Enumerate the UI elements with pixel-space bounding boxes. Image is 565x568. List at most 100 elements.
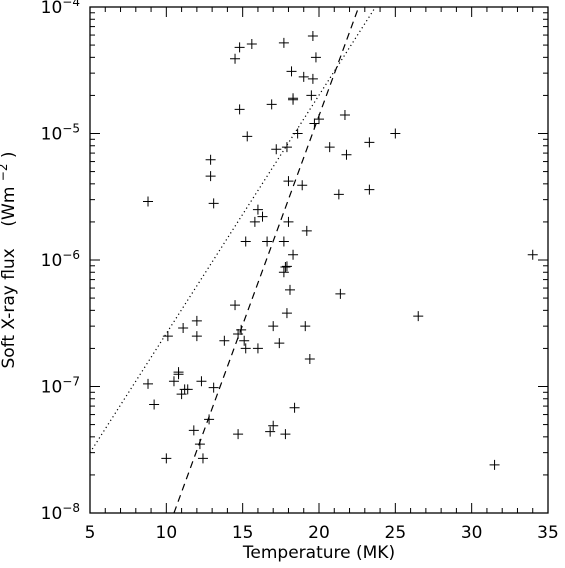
y-tick-exp: −7 <box>62 375 80 389</box>
y-tick-label: 10−5 <box>41 122 80 145</box>
data-point <box>281 261 292 272</box>
data-point <box>252 343 263 354</box>
data-point <box>324 142 335 153</box>
data-point <box>162 331 173 342</box>
y-tick-label: 10−7 <box>41 375 80 398</box>
data-point <box>271 144 282 155</box>
data-point <box>289 402 300 413</box>
data-point <box>283 176 294 187</box>
data-point <box>219 335 230 346</box>
data-point <box>309 118 320 129</box>
data-point <box>300 321 311 332</box>
data-point <box>257 211 268 222</box>
data-point <box>306 90 317 101</box>
y-axis-unit-prefix: (Wm <box>0 187 19 227</box>
data-point <box>292 128 303 139</box>
data-point <box>335 288 346 299</box>
data-point <box>307 30 318 41</box>
data-point <box>364 184 375 195</box>
data-point <box>236 324 247 335</box>
y-axis-unit-suffix: ) <box>0 151 19 158</box>
y-axis-title-text: Soft X-ray flux <box>0 248 19 368</box>
data-point <box>286 66 297 77</box>
data-point <box>278 236 289 247</box>
data-point <box>230 53 241 64</box>
data-point <box>233 429 244 440</box>
y-tick-base: 10 <box>41 125 63 145</box>
data-point <box>288 249 299 260</box>
x-axis-title: Temperature (MK) <box>242 543 395 563</box>
data-point <box>205 171 216 182</box>
data-point <box>266 99 277 110</box>
x-tick-label: 10 <box>156 523 178 543</box>
data-point <box>280 429 291 440</box>
y-tick-label: 10−6 <box>41 248 80 271</box>
data-point <box>298 71 309 82</box>
y-axis-ticks: 10−810−710−610−510−4 <box>41 0 548 524</box>
x-tick-label: 20 <box>308 523 330 543</box>
data-point <box>278 37 289 48</box>
data-point <box>208 382 219 393</box>
data-point <box>390 128 401 139</box>
data-point <box>182 384 193 395</box>
data-point <box>143 196 154 207</box>
data-point <box>297 180 308 191</box>
data-point <box>234 42 245 53</box>
data-point <box>234 104 245 115</box>
data-point <box>489 459 500 470</box>
y-tick-base: 10 <box>41 0 63 18</box>
data-point <box>341 149 352 160</box>
x-tick-label: 35 <box>537 523 559 543</box>
data-point <box>161 453 172 464</box>
y-tick-label: 10−4 <box>41 0 80 18</box>
data-point <box>194 439 205 450</box>
data-point <box>339 110 350 121</box>
y-tick-label: 10−8 <box>41 501 80 524</box>
y-tick-exp: −6 <box>62 248 80 262</box>
data-point <box>204 414 215 425</box>
data-point <box>191 315 202 326</box>
data-point <box>288 94 299 105</box>
y-tick-exp: −8 <box>62 501 80 515</box>
data-point <box>268 321 279 332</box>
data-point <box>301 225 312 236</box>
data-point <box>249 216 260 227</box>
data-point <box>281 142 292 153</box>
data-point <box>310 52 321 63</box>
x-tick-label: 30 <box>461 523 483 543</box>
data-point <box>230 300 241 311</box>
dashed-fit-line <box>173 7 360 513</box>
data-point <box>239 335 250 346</box>
data-point <box>314 114 324 125</box>
dotted-fit-line <box>90 7 376 453</box>
y-tick-base: 10 <box>41 251 63 271</box>
x-axis-ticks: 5 10 15 20 25 30 35 <box>85 7 559 543</box>
data-points <box>143 30 538 470</box>
data-point <box>188 425 199 436</box>
data-point <box>178 323 189 334</box>
y-axis-unit-exp: −2 <box>0 164 10 182</box>
data-point <box>268 420 279 431</box>
x-tick-label: 25 <box>385 523 407 543</box>
data-point <box>265 426 276 437</box>
y-tick-exp: −4 <box>62 0 80 9</box>
y-tick-exp: −5 <box>62 122 80 136</box>
data-point <box>240 236 251 247</box>
y-axis-title: Soft X-ray flux (Wm −2 ) <box>0 151 19 368</box>
data-point <box>246 38 257 49</box>
data-point <box>413 311 424 322</box>
plot-frame <box>89 6 549 514</box>
data-point <box>304 353 315 364</box>
data-point <box>168 376 179 387</box>
data-point <box>274 338 285 349</box>
data-point <box>197 453 208 464</box>
data-point <box>208 198 219 209</box>
data-point <box>149 399 160 410</box>
fit-lines <box>90 7 376 513</box>
data-point <box>284 284 295 295</box>
data-point <box>262 236 273 247</box>
data-point <box>196 376 207 387</box>
data-point <box>278 267 289 278</box>
data-point <box>242 131 253 142</box>
